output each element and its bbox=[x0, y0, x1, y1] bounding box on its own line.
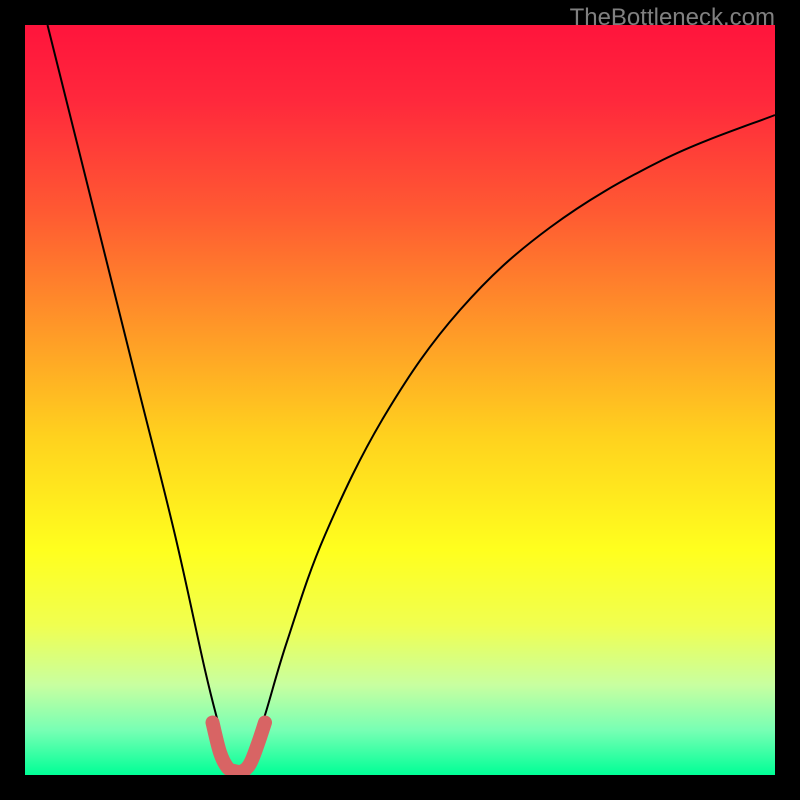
chart-svg bbox=[0, 0, 800, 800]
gradient-background bbox=[25, 25, 775, 775]
frame-right bbox=[775, 0, 800, 800]
watermark-text: TheBottleneck.com bbox=[570, 4, 775, 32]
frame-left bbox=[0, 0, 25, 800]
frame-bottom bbox=[0, 775, 800, 800]
